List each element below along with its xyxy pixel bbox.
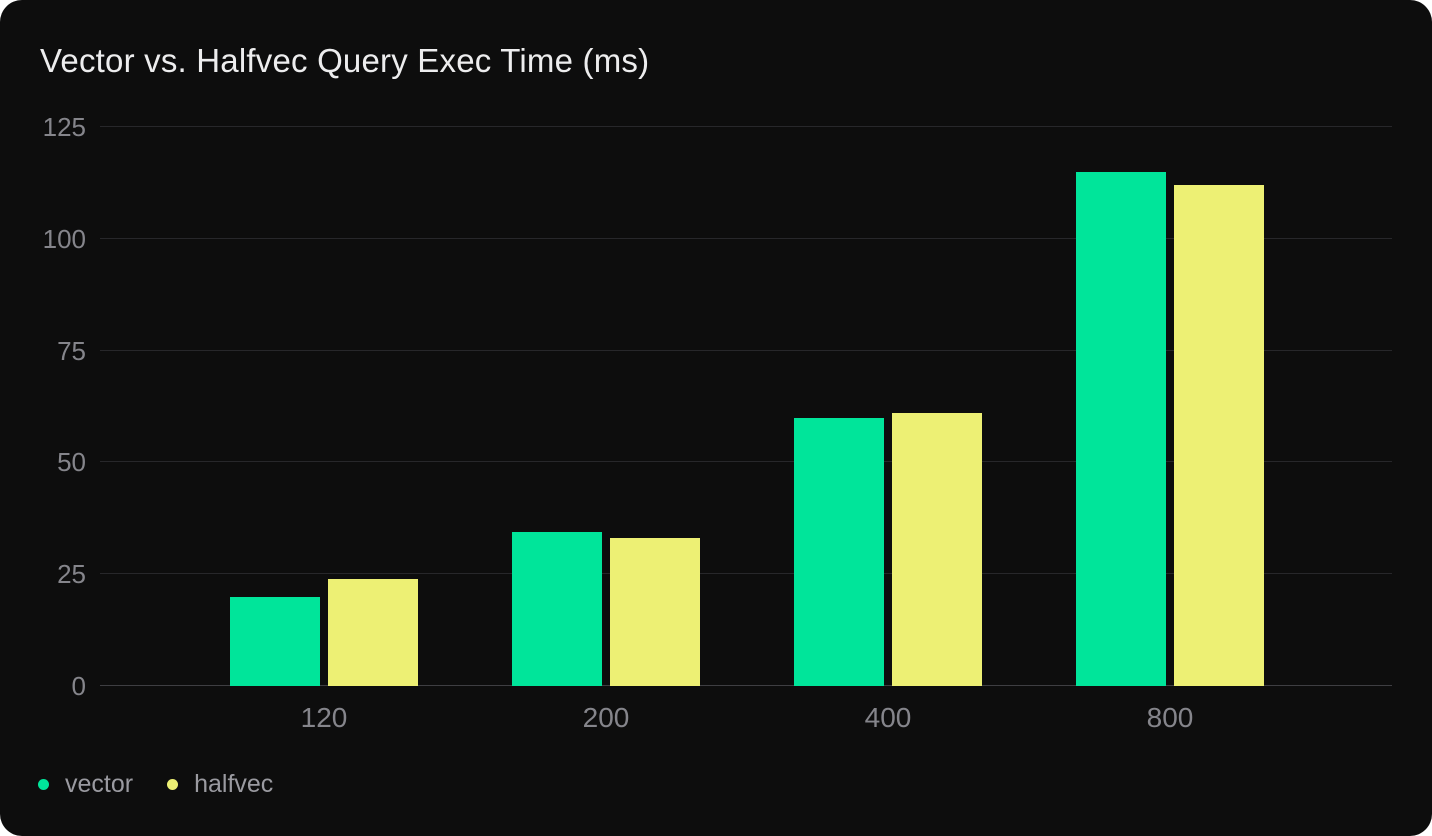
y-tick-label-50: 50 (57, 447, 86, 478)
bar-halfvec-400[interactable] (892, 413, 982, 686)
gridline-y-25 (100, 573, 1392, 575)
x-tick-label-800: 800 (1146, 702, 1194, 733)
gridline-y-100 (100, 237, 1392, 239)
legend: vector halfvec (38, 768, 273, 800)
bar-halfvec-800[interactable] (1174, 185, 1264, 686)
bar-vector-200[interactable] (512, 531, 602, 686)
gridline-y-50 (100, 461, 1392, 463)
y-tick-label-25: 25 (57, 559, 86, 590)
bar-vector-800[interactable] (1076, 171, 1166, 686)
legend-dot-vector (38, 778, 49, 790)
bar-vector-120[interactable] (230, 596, 320, 686)
gridline-y-125 (100, 126, 1392, 127)
y-tick-label-125: 125 (42, 112, 86, 142)
legend-label-vector: vector (65, 769, 134, 798)
x-tick-label-200: 200 (582, 702, 630, 733)
x-tick-label-120: 120 (300, 702, 348, 733)
plot-area (100, 126, 1392, 686)
bar-vector-400[interactable] (794, 417, 884, 686)
y-tick-label-75: 75 (57, 335, 86, 366)
x-tick-label-400: 400 (864, 702, 912, 733)
gridline-y-0 (100, 685, 1392, 686)
y-tick-label-0: 0 (71, 671, 86, 701)
legend-item-vector[interactable]: vector (38, 770, 133, 799)
bar-halfvec-120[interactable] (328, 578, 418, 686)
gridline-y-75 (100, 349, 1392, 351)
chart-title: Vector vs. Halfvec Query Exec Time (ms) (40, 42, 650, 79)
bar-halfvec-200[interactable] (610, 538, 700, 686)
legend-label-halfvec: halfvec (194, 769, 274, 798)
legend-item-halfvec[interactable]: halfvec (167, 770, 273, 799)
legend-dot-halfvec (167, 778, 179, 790)
y-tick-label-100: 100 (42, 223, 86, 254)
